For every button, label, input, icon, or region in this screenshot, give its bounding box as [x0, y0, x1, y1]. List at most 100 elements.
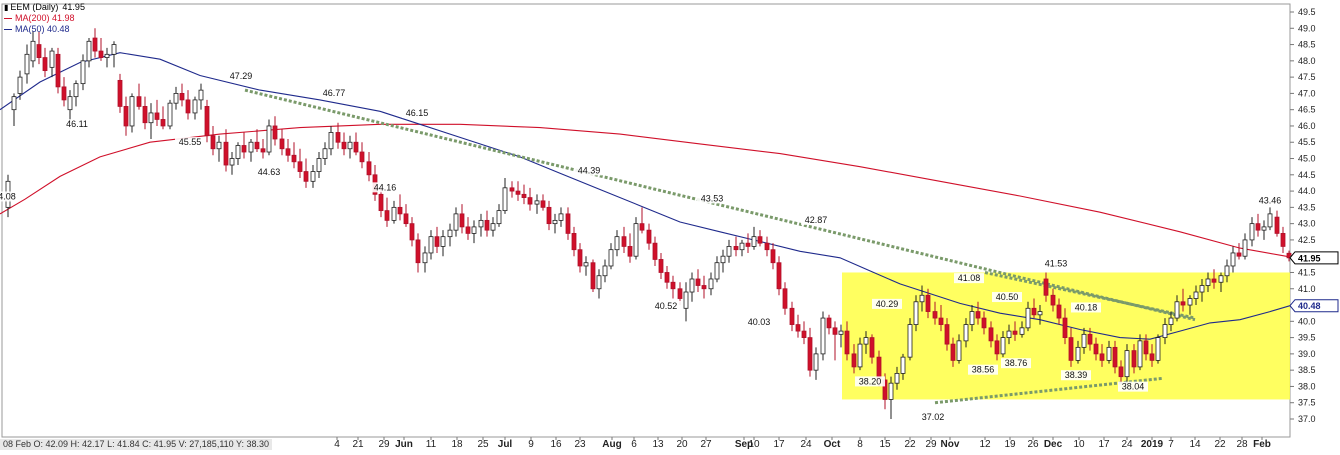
- candle-up: [328, 132, 334, 150]
- candle-up: [30, 40, 36, 62]
- candle-up: [1075, 346, 1081, 361]
- candle-down: [303, 171, 309, 182]
- annotation-label: 40.29: [876, 299, 899, 309]
- y-tick-label: 48.5: [1298, 40, 1316, 50]
- candle-down: [123, 106, 129, 127]
- candle-down: [55, 53, 61, 88]
- annotation-bg: [992, 292, 1022, 303]
- candle-up: [1230, 252, 1236, 267]
- candle-down: [789, 307, 795, 325]
- candle-up: [229, 158, 235, 166]
- annotation-bg: [954, 273, 984, 284]
- annotation-label: 43.46: [1259, 196, 1282, 206]
- candle-down: [988, 327, 994, 342]
- candle-up: [596, 275, 602, 290]
- annotation-label: 46.15: [406, 108, 429, 118]
- candle-down: [981, 317, 987, 329]
- x-tick-label: 9: [528, 439, 534, 450]
- candle-down: [1043, 278, 1049, 296]
- candle-up: [440, 236, 446, 247]
- annotation-label: 40.52: [655, 301, 678, 311]
- x-tick-label: 19: [1004, 439, 1016, 450]
- candles-layer: [5, 28, 1292, 419]
- candle-down: [403, 213, 409, 225]
- y-tick-label: 43.0: [1298, 219, 1316, 229]
- y-tick-label: 37.0: [1298, 414, 1316, 424]
- legend-ma200: MA(200) 41.98: [15, 13, 75, 23]
- candle-down: [658, 259, 664, 273]
- candle-up: [739, 242, 745, 251]
- ma200-swatch: [4, 18, 12, 19]
- y-tick-label: 45.0: [1298, 154, 1316, 164]
- candle-down: [627, 246, 633, 257]
- x-tick-label: 23: [574, 439, 586, 450]
- ma50-line: [0, 52, 1291, 340]
- candle-up: [490, 223, 496, 231]
- legend-ma200-row: MA(200) 41.98: [4, 13, 85, 24]
- price-callout: [1289, 299, 1339, 313]
- y-tick-label: 42.5: [1298, 235, 1316, 245]
- annotation-bg: [402, 108, 432, 119]
- annotation-bg: [744, 316, 774, 327]
- candle-up: [1081, 333, 1087, 348]
- candle-up: [683, 291, 689, 309]
- candle-up: [813, 353, 819, 371]
- candle-down: [397, 206, 403, 215]
- candle-up: [558, 213, 564, 221]
- candle-up: [167, 102, 173, 127]
- x-tick-label: Oct: [824, 439, 841, 450]
- candle-up: [838, 330, 844, 335]
- candle-up: [1124, 350, 1130, 378]
- x-tick-label: 24: [1121, 439, 1133, 450]
- candle-up: [391, 206, 397, 221]
- legend-symbol: EEM (Daily): [10, 2, 59, 12]
- candle-up: [86, 40, 92, 62]
- candle-up: [1199, 285, 1205, 293]
- y-tick-label: 47.0: [1298, 88, 1316, 98]
- candle-down: [938, 317, 944, 325]
- candle-down: [851, 353, 857, 368]
- trendline: [244, 88, 1196, 322]
- x-tick-label: 8: [857, 439, 863, 450]
- candle-up: [1261, 226, 1267, 231]
- candle-down: [185, 99, 191, 114]
- candle-up: [428, 236, 434, 254]
- candle-down: [1112, 346, 1118, 368]
- candle-down: [994, 340, 1000, 355]
- ma50-swatch: [4, 29, 12, 30]
- candle-down: [160, 119, 166, 127]
- candle-up: [956, 340, 962, 361]
- candle-down: [1050, 294, 1056, 306]
- y-tick-label: 40.0: [1298, 316, 1316, 326]
- candle-up: [1006, 330, 1012, 339]
- candle-up: [248, 141, 254, 153]
- x-tick-label: 25: [477, 439, 489, 450]
- candle-up: [104, 53, 110, 58]
- candle-up: [552, 219, 558, 225]
- candle-down: [98, 50, 104, 58]
- candle-down: [1286, 252, 1292, 259]
- annotation-label: 38.39: [1065, 370, 1088, 380]
- candle-up: [894, 373, 900, 384]
- legend-last-price: 41.95: [62, 2, 85, 12]
- candle-down: [154, 112, 160, 120]
- candle-up: [1224, 265, 1230, 277]
- candle-down: [117, 79, 123, 107]
- annotation-bg: [1118, 381, 1148, 392]
- x-tick-label: 27: [700, 439, 712, 450]
- candle-down: [484, 219, 490, 231]
- candle-down: [770, 249, 776, 264]
- candle-up: [316, 158, 322, 172]
- y-tick-label: 39.0: [1298, 349, 1316, 359]
- candle-down: [826, 317, 832, 329]
- candle-down: [639, 223, 645, 231]
- x-tick-label: 10: [748, 439, 760, 450]
- candle-down: [1056, 304, 1062, 319]
- candle-up: [726, 246, 732, 257]
- candle-up: [11, 96, 17, 111]
- x-tick-label: 10: [1073, 439, 1085, 450]
- annotation-label: 38.56: [972, 365, 995, 375]
- annotation-label: 37.02: [922, 412, 945, 422]
- x-tick-label: Feb: [1253, 439, 1271, 450]
- annotation-bg: [651, 300, 681, 311]
